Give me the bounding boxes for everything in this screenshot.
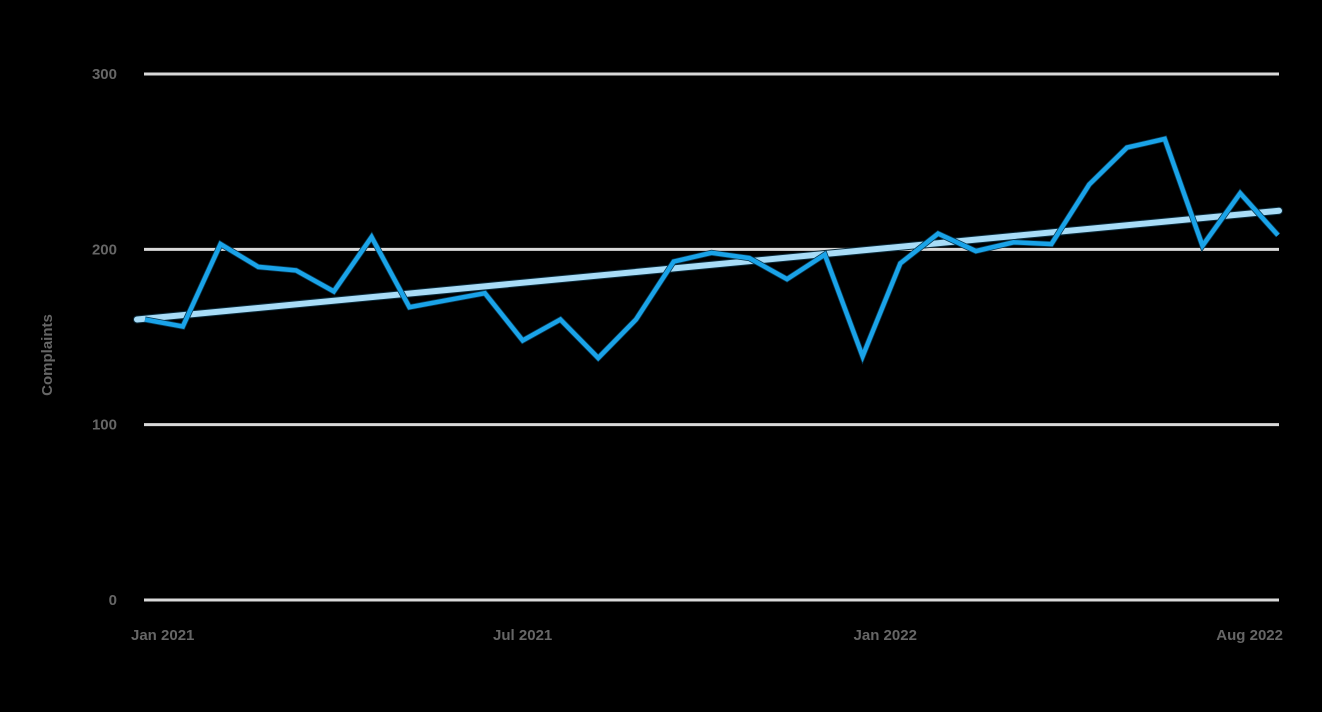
y-tick-label: 300 bbox=[92, 66, 117, 83]
x-tick-label: Jul 2021 bbox=[493, 627, 552, 644]
x-tick-label: Jan 2022 bbox=[854, 627, 917, 644]
trend-line bbox=[134, 207, 1282, 323]
y-axis-title: Complaints bbox=[39, 314, 56, 396]
x-tick-label: Aug 2022 bbox=[1216, 627, 1283, 644]
complaints-line bbox=[144, 136, 1280, 363]
data-series bbox=[133, 135, 1283, 365]
gridlines bbox=[144, 72, 1279, 602]
y-axis-ticks: 0 100 200 300 bbox=[92, 66, 117, 609]
y-tick-label: 100 bbox=[92, 417, 117, 434]
x-tick-label: Jan 2021 bbox=[131, 627, 194, 644]
y-tick-label: 200 bbox=[92, 241, 117, 258]
y-tick-label: 0 bbox=[109, 592, 117, 609]
x-axis-ticks: Jan 2021 Jul 2021 Jan 2022 Aug 2022 bbox=[131, 627, 1283, 644]
